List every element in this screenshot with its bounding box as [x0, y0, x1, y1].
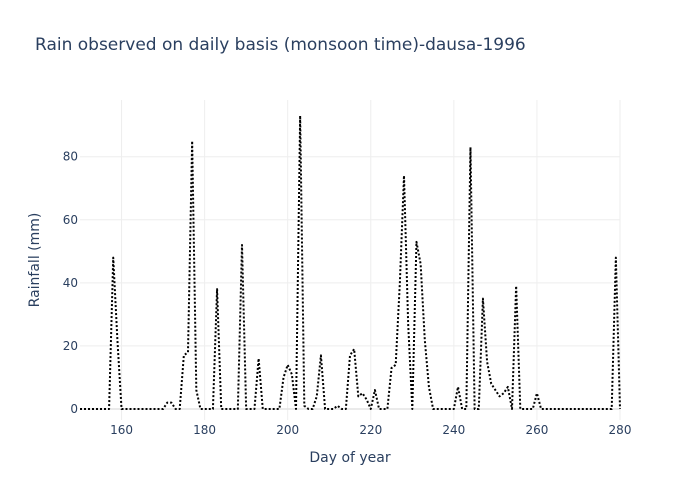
x-tick-label: 180: [193, 423, 216, 437]
y-tick-label: 40: [63, 276, 78, 290]
y-tick-label: 80: [63, 150, 78, 164]
x-tick-label: 260: [525, 423, 548, 437]
series-layer: [80, 114, 621, 410]
y-tick-label: 60: [63, 213, 78, 227]
rainfall-series-line: [80, 114, 621, 410]
x-axis-ticks: 160 180 200 220 240 260 280: [110, 423, 631, 437]
y-tick-label: 0: [70, 402, 78, 416]
x-tick-label: 280: [609, 423, 632, 437]
y-axis-label: Rainfall (mm): [27, 213, 43, 308]
x-tick-label: 200: [276, 423, 299, 437]
y-tick-label: 20: [63, 339, 78, 353]
x-tick-label: 220: [359, 423, 382, 437]
x-axis-label: Day of year: [309, 450, 391, 466]
chart-title: Rain observed on daily basis (monsoon ti…: [35, 35, 526, 55]
x-tick-label: 240: [442, 423, 465, 437]
y-axis-ticks: 0 20 40 60 80: [63, 150, 78, 416]
x-tick-label: 160: [110, 423, 133, 437]
grid-lines: [80, 100, 621, 420]
